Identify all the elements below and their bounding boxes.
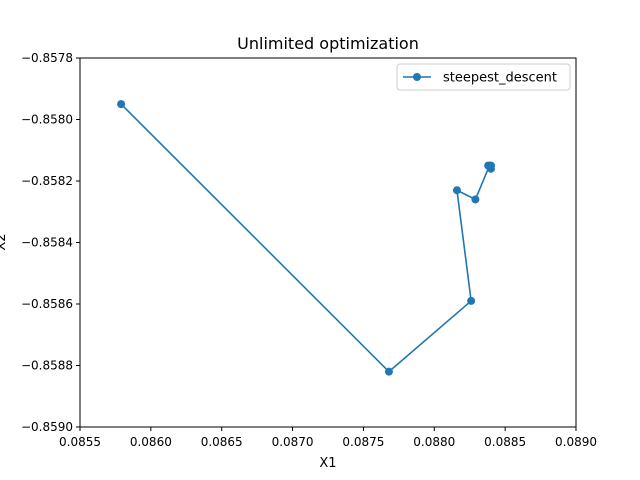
y-axis: −0.8590 −0.8588 −0.8586 −0.8584 −0.8582 −0.85… [21,51,80,434]
chart-title: Unlimited optimization [237,34,419,53]
legend-box [396,63,571,91]
series-line-steepest_descent [120,103,492,373]
x-tick-label: 0.0880 [413,435,455,449]
x-tick-label: 0.0890 [555,435,597,449]
data-point [384,367,393,376]
y-tick-label: −0.8590 [21,420,73,434]
x-tick-label: 0.0865 [201,435,243,449]
x-tick-label: 0.0870 [272,435,314,449]
data-point [467,296,476,305]
legend-label: steepest_descent [443,71,557,86]
data-point [452,186,461,195]
x-axis: 0.0855 0.0860 0.0865 0.0870 0.0875 0.0880 0.08… [59,427,597,449]
y-tick-label: −0.8578 [21,51,73,65]
legend-marker [413,73,421,81]
y-tick-label: −0.8586 [21,297,73,311]
x-tick-label: 0.0860 [130,435,172,449]
data-point [486,161,495,170]
data-point [471,195,480,204]
y-tick-label: −0.8588 [21,359,73,373]
x-axis-label: X1 [319,456,336,471]
plot-area [117,100,495,376]
y-tick-label: −0.8584 [21,236,73,250]
legend: steepest_descent [396,63,571,91]
data-point [117,100,126,109]
y-axis-label: X2 [0,233,9,250]
y-tick-label: −0.8582 [21,174,73,188]
axes-frame [79,57,577,428]
x-tick-label: 0.0875 [342,435,384,449]
x-tick-label: 0.0885 [484,435,526,449]
y-tick-label: −0.8580 [21,113,73,127]
x-tick-label: 0.0855 [59,435,101,449]
